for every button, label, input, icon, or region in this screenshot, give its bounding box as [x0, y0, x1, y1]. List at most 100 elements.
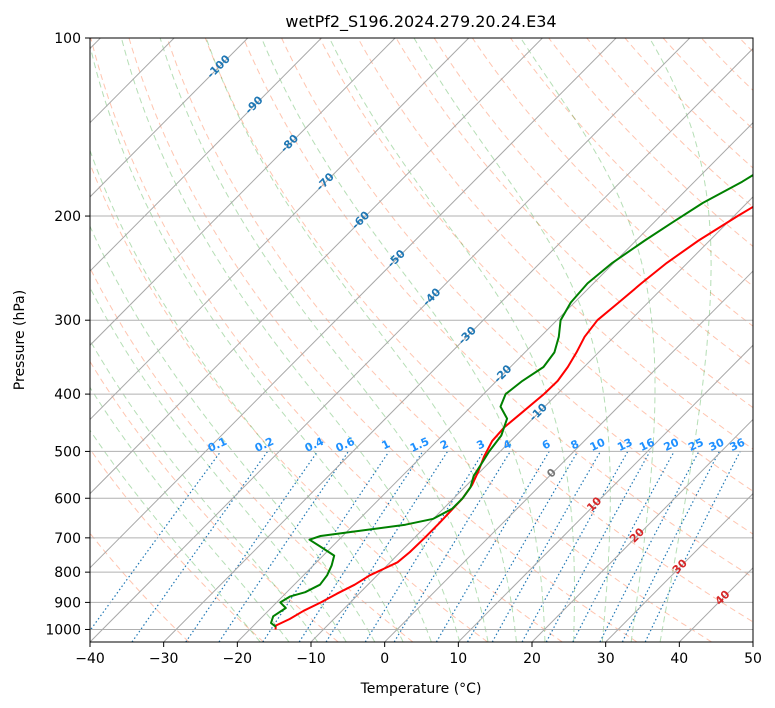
- x-tick-label: −10: [296, 651, 326, 667]
- mixing-ratio-line: [521, 451, 629, 642]
- isotherm: [605, 492, 753, 642]
- isotherm: [752, 641, 753, 642]
- moist-adiabat: [90, 225, 376, 642]
- x-tick-label: 10: [449, 651, 467, 667]
- y-tick-label: 400: [54, 387, 81, 403]
- isotherm: [90, 38, 617, 569]
- dry-adiabat: [90, 162, 488, 642]
- x-tick-label: −40: [75, 651, 105, 667]
- dewpoint-line: [270, 173, 753, 628]
- dry-adiabat: [433, 38, 753, 368]
- moist-adiabat: [649, 38, 712, 642]
- mixing-ratio-label: 16: [637, 436, 657, 454]
- isotherm: [90, 38, 322, 272]
- mixing-ratio-line: [599, 451, 700, 642]
- mixing-ratio-label: 2: [438, 437, 450, 452]
- plot-frame: [89, 37, 754, 643]
- mixing-ratio-line: [393, 451, 511, 642]
- mixing-ratio-label: 10: [588, 436, 608, 454]
- isotherm-label: -80: [278, 132, 301, 156]
- x-tick-label: −20: [223, 651, 253, 667]
- pressure-gridlines: [90, 38, 753, 630]
- isotherm: [90, 38, 396, 346]
- moist-adiabat: [90, 43, 432, 642]
- mixing-ratio-line: [364, 451, 485, 642]
- mixing-ratio-label: 3: [475, 437, 487, 452]
- dry-adiabat: [90, 38, 563, 642]
- dry-adiabat: [510, 38, 753, 287]
- dry-adiabat: [739, 38, 753, 53]
- isotherm: [163, 47, 753, 642]
- y-tick-label: 500: [54, 444, 81, 460]
- dry-adiabat: [90, 532, 190, 642]
- isotherm: [531, 418, 753, 642]
- isotherm: [457, 344, 753, 642]
- y-tick-label: 900: [54, 595, 81, 611]
- moist-adiabat: [261, 38, 546, 642]
- isotherm: [236, 121, 753, 642]
- mixing-ratio-label: 13: [615, 436, 634, 454]
- mixing-ratio-line: [90, 451, 222, 632]
- moist-adiabat: [90, 429, 261, 642]
- y-tick-label: 800: [54, 565, 81, 581]
- y-tick-label: 100: [54, 31, 81, 47]
- mixing-ratio-label: 8: [569, 437, 581, 452]
- dry-adiabat: [242, 38, 753, 579]
- mixing-ratio-label: 36: [728, 436, 748, 454]
- dry-adiabat: [471, 38, 753, 327]
- isotherm: [310, 196, 753, 642]
- y-tick-label: 300: [54, 313, 81, 329]
- dry-adiabat: [90, 448, 264, 642]
- isotherm: [384, 270, 753, 642]
- y-tick-label: 700: [54, 531, 81, 547]
- mixing-ratio-line: [218, 451, 349, 642]
- isotherm: [678, 567, 753, 642]
- mixing-ratio-line: [572, 451, 675, 642]
- dry-adiabat: [395, 38, 753, 409]
- moist-adiabat: [159, 38, 489, 642]
- y-axis-title: Pressure (hPa): [12, 290, 28, 390]
- chart-title: wetPf2_S196.2024.279.20.24.E34: [285, 12, 556, 32]
- mixing-ratio-label: 25: [686, 436, 705, 454]
- dry-adiabat: [281, 38, 753, 535]
- moist-adiabat: [205, 38, 517, 642]
- x-tick-label: −30: [149, 651, 179, 667]
- mixing-ratio-label: 20: [662, 436, 682, 454]
- mixing-ratio-label: 1: [380, 437, 392, 452]
- moist-adiabat: [90, 339, 319, 642]
- mixing-ratio-line: [466, 451, 579, 642]
- y-tick-label: 1000: [45, 623, 81, 639]
- moist-adiabat: [90, 386, 290, 642]
- y-tick-label: 600: [54, 491, 81, 507]
- moist-adiabat: [413, 38, 611, 642]
- dry-adiabat: [204, 38, 753, 623]
- isotherm: [90, 38, 249, 198]
- moist-adiabat: [120, 38, 461, 642]
- mixing-ratio-line: [325, 451, 449, 642]
- x-tick-label: 0: [380, 651, 389, 667]
- x-tick-label: 30: [597, 651, 615, 667]
- dry-adiabat: [166, 38, 712, 642]
- mixing-ratio-line: [185, 451, 319, 642]
- dry-adiabat: [128, 38, 638, 642]
- y-tick-label: 200: [54, 209, 81, 225]
- x-tick-label: 20: [523, 651, 541, 667]
- profile-lines: [270, 173, 753, 630]
- moist-adiabat: [520, 38, 656, 642]
- dry-adiabat: [548, 38, 753, 248]
- x-axis-title: Temperature (°C): [360, 681, 482, 697]
- dry-adiabat: [90, 266, 414, 642]
- mixing-ratio-line: [644, 451, 741, 642]
- isotherm: [90, 38, 543, 495]
- mixing-ratio-line: [491, 451, 602, 642]
- dry-adiabat: [319, 38, 753, 492]
- moist-adiabat: [90, 286, 347, 642]
- mixing-ratio-lines: [90, 451, 741, 642]
- mixing-ratio-line: [298, 451, 424, 642]
- x-tick-label: 40: [670, 651, 688, 667]
- y-axis: 100 200 300 400 500 600 700 800 900 1000: [45, 31, 90, 639]
- x-tick-label: 50: [744, 651, 762, 667]
- isotherm-gridlines: [90, 38, 753, 642]
- mixing-ratio-line: [545, 451, 651, 642]
